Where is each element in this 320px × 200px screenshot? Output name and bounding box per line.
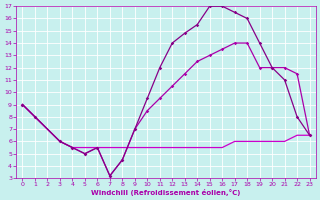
X-axis label: Windchill (Refroidissement éolien,°C): Windchill (Refroidissement éolien,°C) <box>91 189 241 196</box>
